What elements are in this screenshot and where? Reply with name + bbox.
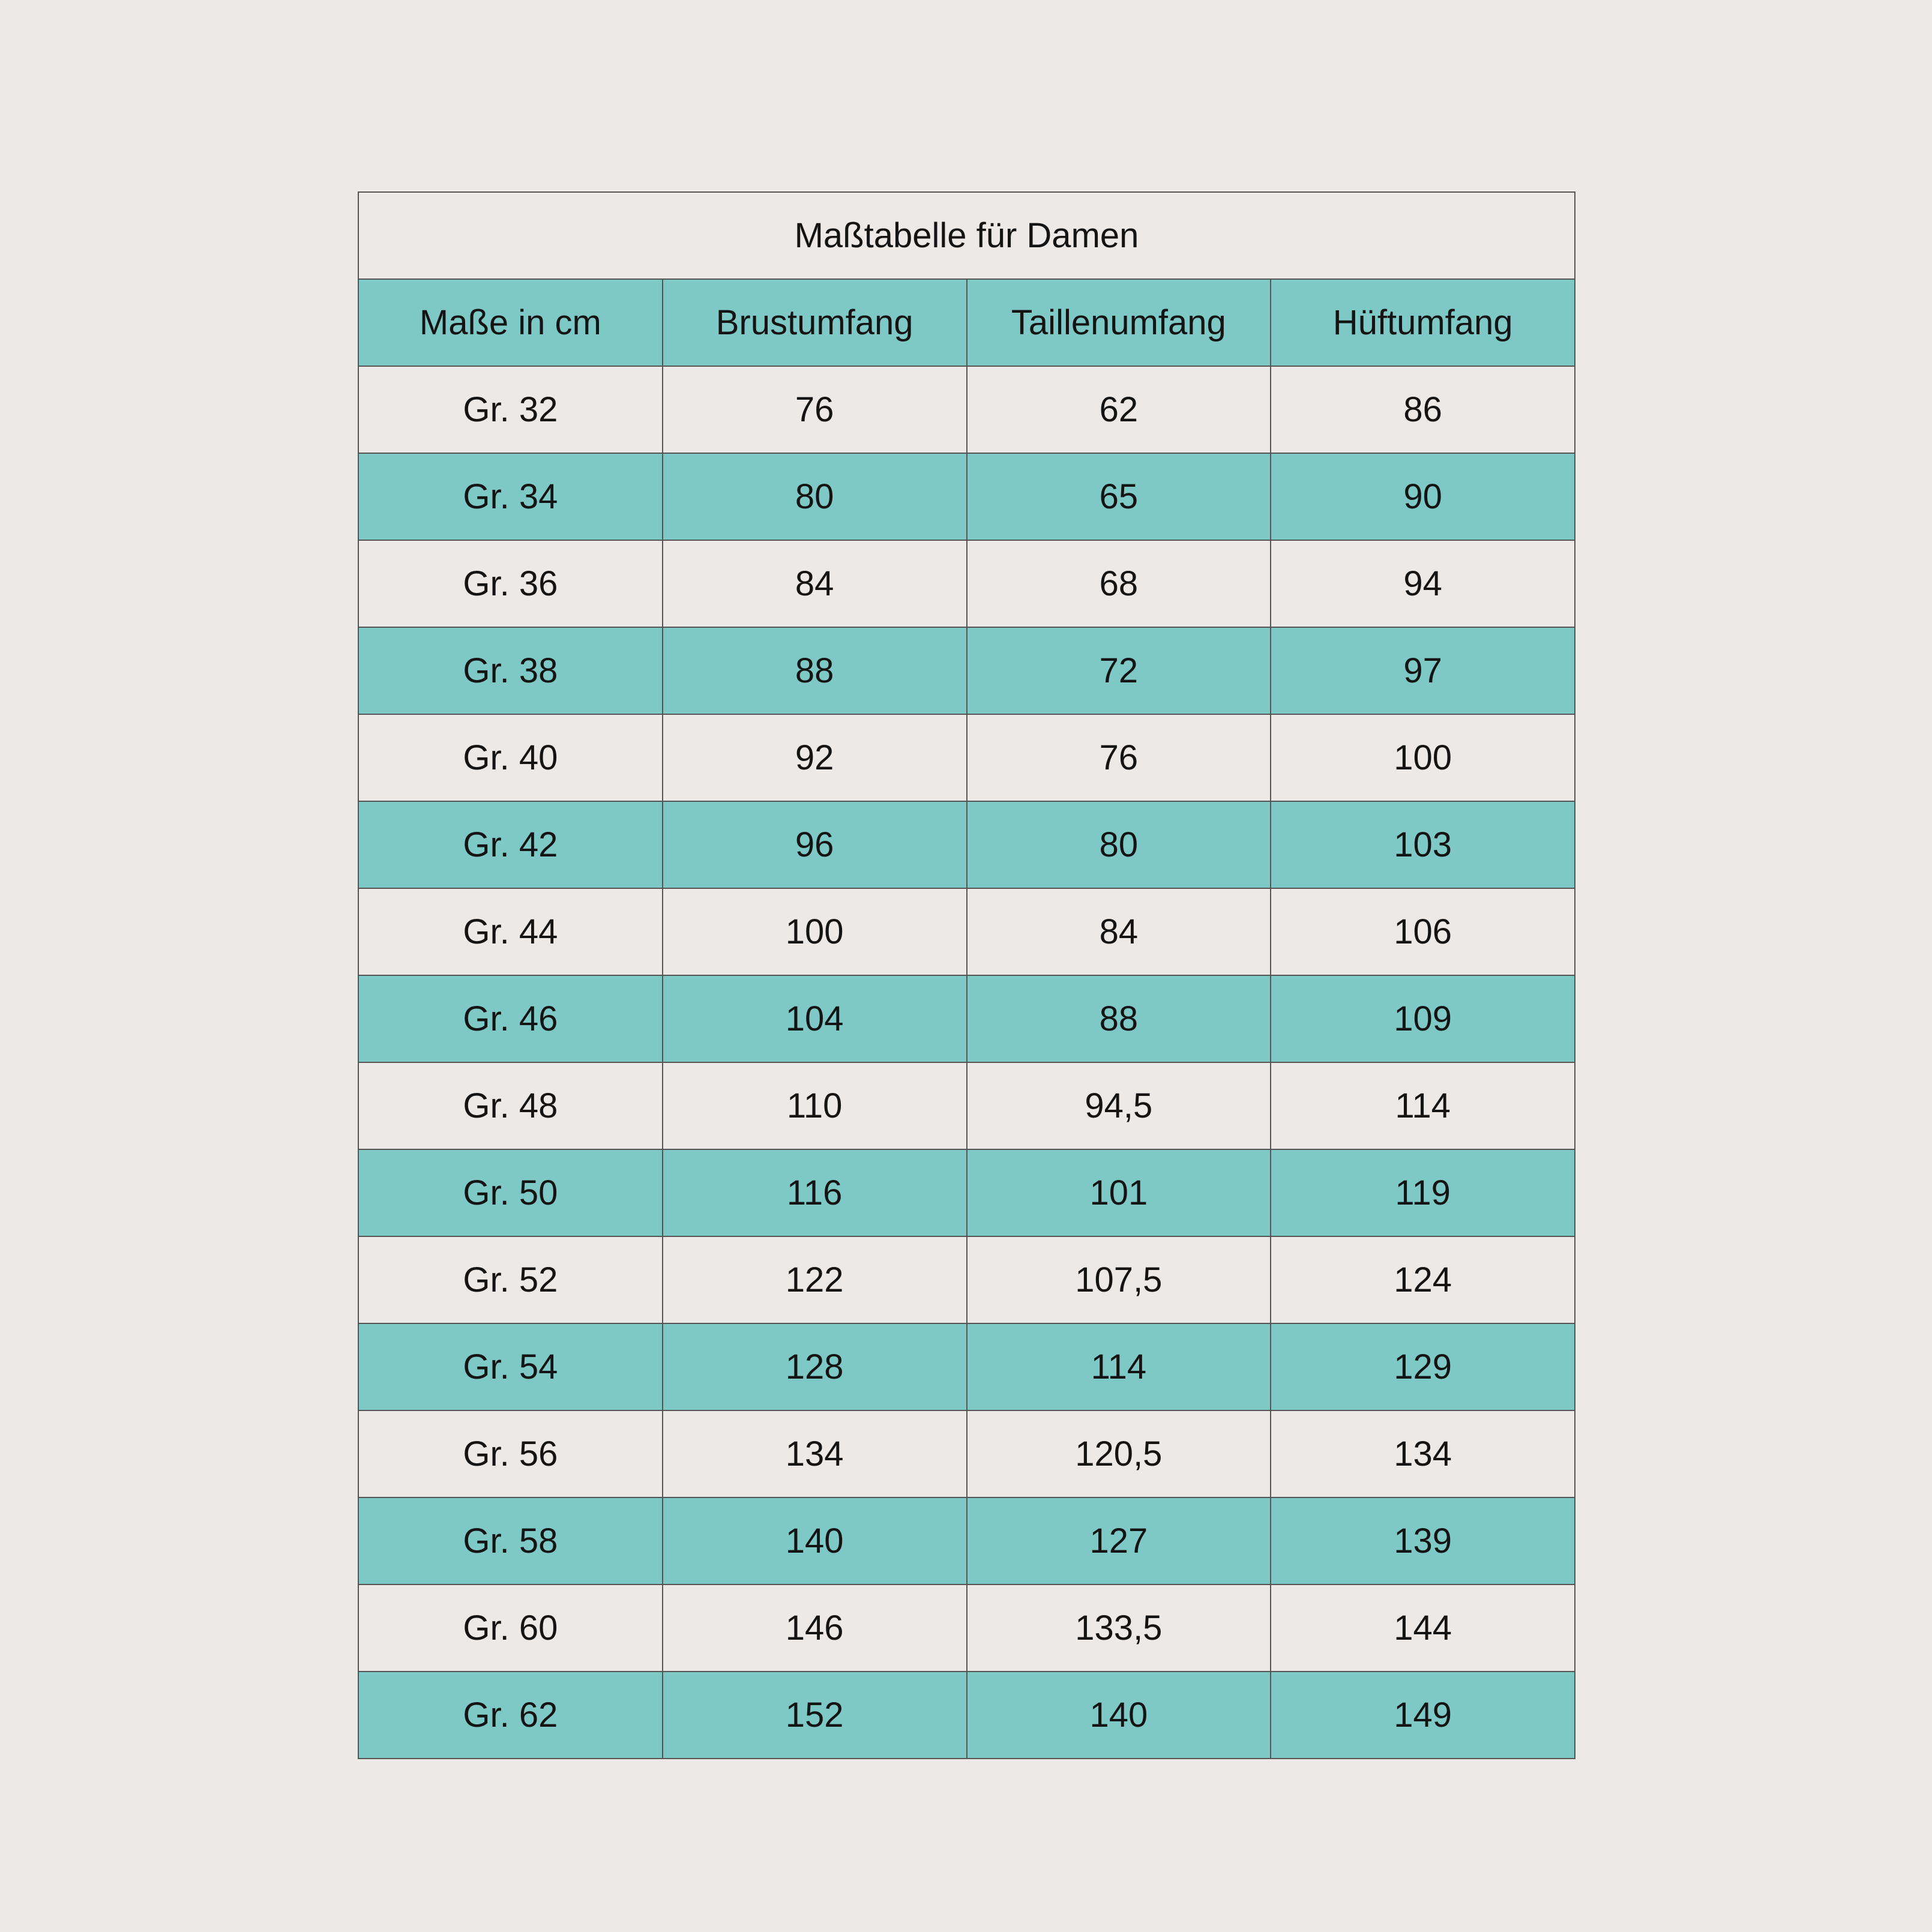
- table-row: Gr. 46 104 88 109: [358, 975, 1575, 1063]
- table-row: Gr. 62 152 140 149: [358, 1671, 1575, 1759]
- table-row: Gr. 44 100 84 106: [358, 888, 1575, 976]
- table-row: Gr. 54 128 114 129: [358, 1323, 1575, 1411]
- cell-size: Gr. 34: [358, 453, 663, 541]
- table-title: Maßtabelle für Damen: [358, 191, 1575, 280]
- cell-bust: 122: [661, 1236, 968, 1324]
- header-hip: Hüftumfang: [1270, 278, 1575, 367]
- cell-hip: 119: [1270, 1149, 1575, 1237]
- cell-hip: 106: [1270, 888, 1575, 976]
- table-row: Gr. 36 84 68 94: [358, 540, 1575, 628]
- cell-bust: 110: [661, 1062, 968, 1150]
- cell-size: Gr. 44: [358, 888, 663, 976]
- cell-bust: 80: [661, 453, 968, 541]
- table-body: Maßtabelle für Damen Maße in cm Brustumf…: [358, 191, 1575, 1759]
- cell-bust: 92: [661, 714, 968, 802]
- cell-bust: 104: [661, 975, 968, 1063]
- cell-bust: 146: [661, 1584, 968, 1672]
- cell-waist: 114: [966, 1323, 1272, 1411]
- cell-bust: 140: [661, 1497, 968, 1585]
- cell-waist: 120,5: [966, 1410, 1272, 1498]
- table-row: Gr. 52 122 107,5 124: [358, 1236, 1575, 1324]
- cell-waist: 68: [966, 540, 1272, 628]
- cell-size: Gr. 36: [358, 540, 663, 628]
- cell-waist: 94,5: [966, 1062, 1272, 1150]
- cell-bust: 100: [661, 888, 968, 976]
- cell-size: Gr. 38: [358, 627, 663, 715]
- cell-hip: 144: [1270, 1584, 1575, 1672]
- cell-waist: 65: [966, 453, 1272, 541]
- cell-waist: 80: [966, 801, 1272, 889]
- cell-bust: 134: [661, 1410, 968, 1498]
- size-chart-table: Maßtabelle für Damen Maße in cm Brustumf…: [358, 191, 1575, 1759]
- cell-size: Gr. 46: [358, 975, 663, 1063]
- cell-waist: 62: [966, 366, 1272, 454]
- cell-hip: 109: [1270, 975, 1575, 1063]
- cell-waist: 127: [966, 1497, 1272, 1585]
- header-measure-in-cm: Maße in cm: [358, 278, 663, 367]
- header-waist: Taillenumfang: [966, 278, 1272, 367]
- cell-size: Gr. 60: [358, 1584, 663, 1672]
- cell-hip: 134: [1270, 1410, 1575, 1498]
- cell-waist: 101: [966, 1149, 1272, 1237]
- cell-hip: 139: [1270, 1497, 1575, 1585]
- table-row: Gr. 58 140 127 139: [358, 1497, 1575, 1585]
- cell-size: Gr. 32: [358, 366, 663, 454]
- table-row: Gr. 40 92 76 100: [358, 714, 1575, 802]
- cell-waist: 107,5: [966, 1236, 1272, 1324]
- table-row: Gr. 32 76 62 86: [358, 366, 1575, 454]
- cell-size: Gr. 50: [358, 1149, 663, 1237]
- cell-bust: 128: [661, 1323, 968, 1411]
- cell-size: Gr. 42: [358, 801, 663, 889]
- table-header-row: Maße in cm Brustumfang Taillenumfang Hüf…: [358, 278, 1575, 367]
- cell-bust: 96: [661, 801, 968, 889]
- cell-size: Gr. 40: [358, 714, 663, 802]
- cell-size: Gr. 62: [358, 1671, 663, 1759]
- header-bust: Brustumfang: [661, 278, 968, 367]
- cell-waist: 140: [966, 1671, 1272, 1759]
- table-row: Gr. 60 146 133,5 144: [358, 1584, 1575, 1672]
- cell-size: Gr. 58: [358, 1497, 663, 1585]
- cell-hip: 114: [1270, 1062, 1575, 1150]
- cell-bust: 84: [661, 540, 968, 628]
- cell-hip: 149: [1270, 1671, 1575, 1759]
- cell-waist: 72: [966, 627, 1272, 715]
- table-row: Gr. 48 110 94,5 114: [358, 1062, 1575, 1150]
- table-row: Gr. 38 88 72 97: [358, 627, 1575, 715]
- cell-size: Gr. 52: [358, 1236, 663, 1324]
- cell-hip: 129: [1270, 1323, 1575, 1411]
- cell-hip: 86: [1270, 366, 1575, 454]
- table-row: Gr. 34 80 65 90: [358, 453, 1575, 541]
- cell-bust: 116: [661, 1149, 968, 1237]
- table-row: Gr. 42 96 80 103: [358, 801, 1575, 889]
- cell-bust: 152: [661, 1671, 968, 1759]
- cell-bust: 76: [661, 366, 968, 454]
- cell-waist: 76: [966, 714, 1272, 802]
- cell-hip: 97: [1270, 627, 1575, 715]
- cell-size: Gr. 56: [358, 1410, 663, 1498]
- cell-waist: 133,5: [966, 1584, 1272, 1672]
- table-row: Gr. 56 134 120,5 134: [358, 1410, 1575, 1498]
- cell-size: Gr. 48: [358, 1062, 663, 1150]
- cell-hip: 94: [1270, 540, 1575, 628]
- cell-waist: 84: [966, 888, 1272, 976]
- table-row: Gr. 50 116 101 119: [358, 1149, 1575, 1237]
- cell-hip: 124: [1270, 1236, 1575, 1324]
- cell-hip: 90: [1270, 453, 1575, 541]
- cell-bust: 88: [661, 627, 968, 715]
- cell-size: Gr. 54: [358, 1323, 663, 1411]
- cell-hip: 103: [1270, 801, 1575, 889]
- table-title-row: Maßtabelle für Damen: [358, 191, 1575, 280]
- cell-hip: 100: [1270, 714, 1575, 802]
- cell-waist: 88: [966, 975, 1272, 1063]
